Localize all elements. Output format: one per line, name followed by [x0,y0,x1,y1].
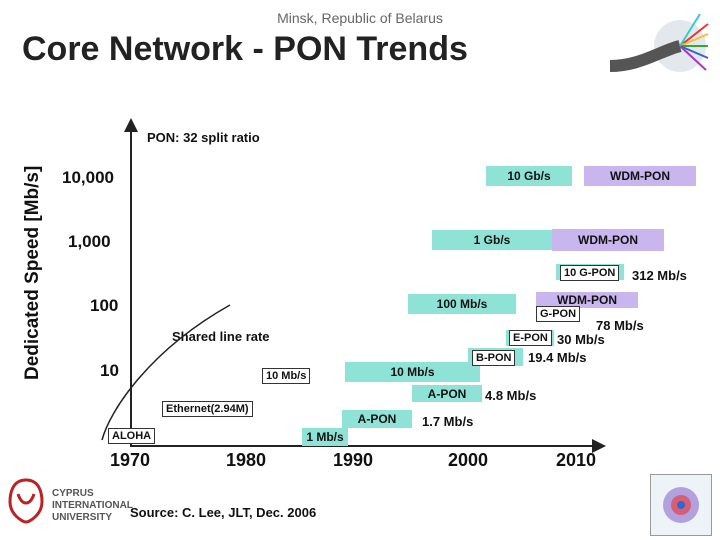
aloha-label: ALOHA [108,428,156,444]
split-ratio-note: PON: 32 split ratio [147,130,260,145]
university-emblem-icon [8,478,44,524]
x-tick-1990: 1990 [333,450,374,470]
ten-mbs-box: 10 Mb/s [345,362,480,382]
y-tick-1000: 1,000 [68,232,111,251]
apon-mid-rate: 4.8 Mb/s [485,388,537,403]
tengpon-rate: 312 Mb/s [632,268,687,283]
x-axis-arrowhead [592,439,606,453]
ethernet-label: Ethernet(2.94M) [162,401,253,417]
epon-label: E-PON [509,330,552,346]
university-logo: CYPRUS INTERNATIONAL UNIVERSITY [6,476,156,536]
epon-rate: 30 Mb/s [557,332,605,347]
wdm-pon-1g-box: WDM-PON [552,229,664,251]
university-line2: INTERNATIONAL [52,500,133,511]
apon-low-rate: 1.7 Mb/s [422,414,474,429]
slide-title: Core Network - PON Trends [22,30,468,68]
gpon-label: G-PON [536,306,581,322]
university-line1: CYPRUS [52,488,94,499]
bpon-rate: 19.4 Mb/s [528,350,587,365]
source-citation: Source: C. Lee, JLT, Dec. 2006 [130,505,317,520]
y-tick-100: 100 [90,296,119,315]
decorative-logo [650,474,712,536]
x-tick-1970: 1970 [110,450,151,470]
apon-low-box: A-PON [342,410,412,428]
ten-gbs-box: 10 Gb/s [486,166,572,186]
shared-line-rate-label: Shared line rate [172,329,270,344]
x-tick-1980: 1980 [226,450,267,470]
x-tick-2010: 2010 [556,450,597,470]
fiber-optic-icon [610,13,709,72]
wdm-pon-100-box: WDM-PON [536,292,638,308]
y-tick-10000: 10,000 [62,168,114,187]
fiber-flower-icon [663,487,699,523]
location-header: Minsk, Republic of Belarus [277,10,443,26]
wdm-pon-10g-box: WDM-PON [584,166,696,186]
x-axis-line [130,445,595,447]
x-tick-2000: 2000 [448,450,489,470]
hundred-mbs-box: 100 Mb/s [408,294,516,314]
one-gbs-box: 1 Gb/s [432,230,552,250]
y-axis-arrowhead [124,118,138,132]
university-line3: UNIVERSITY [52,512,113,523]
y-tick-10: 10 [100,361,119,380]
bpon-label: B-PON [472,350,516,366]
tengpon-label: 10 G-PON [560,265,620,281]
ten-mbs-ethernet-label: 10 Mb/s [262,368,311,384]
apon-mid-box: A-PON [412,385,482,402]
gpon-rate: 78 Mb/s [596,318,644,333]
one-mbs-box: 1 Mb/s [302,428,348,446]
y-axis-line [130,128,132,446]
